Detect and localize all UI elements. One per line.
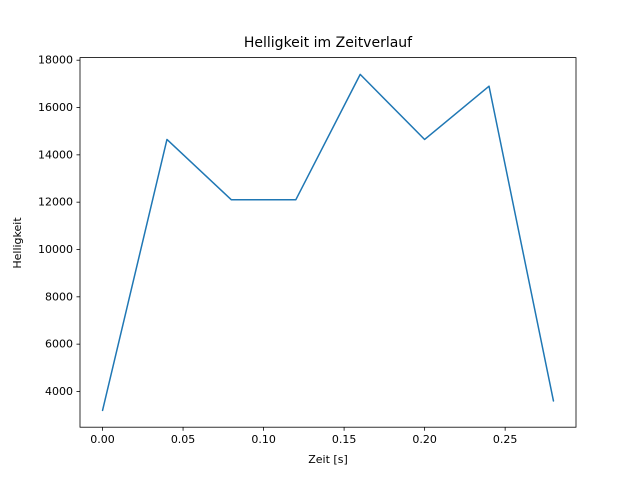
x-tick-label: 0.25	[493, 433, 518, 446]
y-tick-label: 18000	[38, 54, 73, 67]
y-tick-label: 12000	[38, 196, 73, 209]
plot-area: 0.00 0.05 0.10 0.15 0.20 0.25 4000 6000 8000 1000…	[38, 54, 577, 446]
x-tick-label: 0.00	[90, 433, 115, 446]
axes-spines	[79, 57, 577, 428]
x-tick-label: 0.20	[412, 433, 437, 446]
data-series-line	[101, 73, 555, 412]
x-tick-label: 0.05	[171, 433, 196, 446]
x-tick-label: 0.15	[332, 433, 357, 446]
y-axis-label: Helligkeit	[11, 217, 24, 269]
y-tick-label: 16000	[38, 101, 73, 114]
y-tick-label: 8000	[45, 290, 73, 303]
x-tick-label: 0.10	[251, 433, 276, 446]
y-tick-label: 6000	[45, 338, 73, 351]
y-tick-label: 14000	[38, 148, 73, 161]
y-tick-label: 10000	[38, 243, 73, 256]
x-axis-label: Zeit [s]	[308, 453, 347, 466]
chart-title: Helligkeit im Zeitverlauf	[244, 35, 413, 51]
y-tick-label: 4000	[45, 385, 73, 398]
